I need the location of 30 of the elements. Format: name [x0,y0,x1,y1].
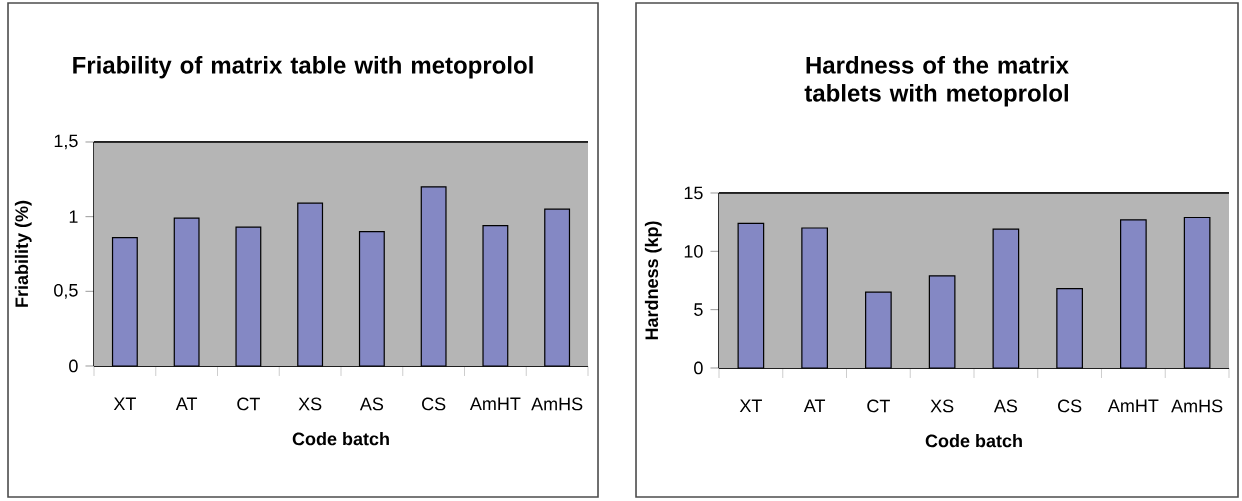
y-axis-title: Hardness (kp) [644,221,662,340]
x-tick-label: CS [422,397,446,411]
y-tick-label: 10 [684,244,703,258]
x-tick-label: XT [739,399,762,412]
x-tick-label: XS [930,399,954,413]
chart-title: Friability of matrix table with metoprolol [73,56,533,79]
y-tick-label: 0 [694,361,703,375]
x-tick-label: CT [867,399,890,413]
y-tick-label: 0 [69,359,78,373]
y-axis-title: Friability (%) [14,200,32,307]
x-tick-label: AS [993,399,1018,413]
y-tick-label: 1,5 [54,134,78,150]
x-tick-label: AT [803,399,826,412]
x-tick-label: AmHT [469,397,521,410]
x-tick-label: CS [1058,399,1082,413]
y-tick-label: 15 [684,186,703,200]
y-tick-label: 5 [694,303,703,316]
x-tick-label: AmHT [1107,399,1159,412]
x-tick-label: AT [175,397,198,410]
y-tick-label: 0,5 [54,283,78,299]
x-tick-label: XT [113,397,136,410]
y-tick-label: 1 [69,210,78,223]
x-tick-label: AmHS [1171,399,1223,413]
x-axis-title: Code batch [925,434,1022,448]
x-tick-label: AS [359,397,384,411]
x-tick-label: AmHS [531,397,583,411]
chart-title: Hardness of the matrix tablets with metoprolol [804,56,1069,107]
x-axis-title: Code batch [292,432,389,446]
x-tick-label: XS [298,397,322,411]
x-tick-label: CT [237,397,260,411]
